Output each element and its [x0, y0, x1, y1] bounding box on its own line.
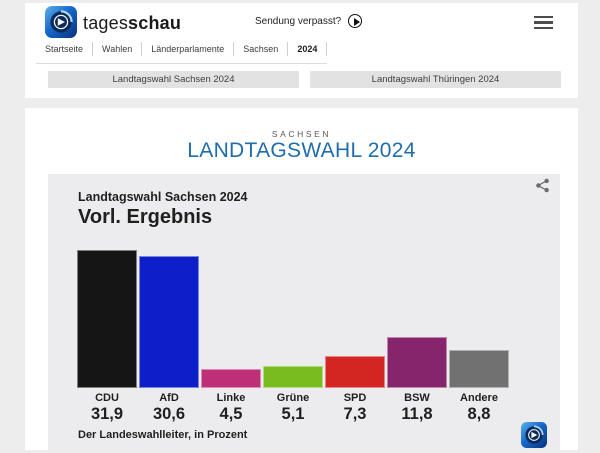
tagesschau-globe-icon[interactable]	[45, 6, 77, 38]
bar-label-afd: AfD 30,6	[139, 392, 199, 424]
nav-button-thueringen[interactable]: Landtagswahl Thüringen 2024	[310, 71, 561, 88]
party-name: BSW	[404, 392, 430, 404]
party-value: 8,8	[467, 405, 491, 423]
brand-bold: schau	[128, 13, 182, 33]
page-title: LANDTAGSWAHL 2024	[187, 139, 416, 162]
party-value: 5,1	[281, 405, 305, 423]
bar-label-grüne: Grüne 5,1	[263, 392, 323, 424]
party-name: AfD	[159, 392, 179, 404]
breadcrumb-item-sachsen[interactable]: Sachsen	[234, 42, 289, 56]
breadcrumb-item-wahlen[interactable]: Wahlen	[93, 42, 143, 56]
nav-button-sachsen[interactable]: Landtagswahl Sachsen 2024	[48, 71, 299, 88]
bar-linke	[201, 369, 261, 388]
breadcrumb-item-länderparlamente[interactable]: Länderparlamente	[142, 42, 235, 56]
bar-chart-labels: CDU 31,9 AfD 30,6 Linke 4,5 Grüne 5,1 SPD 7,3 BSW 1…	[77, 392, 509, 424]
main-card: SACHSEN LANDTAGSWAHL 2024 Landtagswahl S…	[25, 108, 578, 450]
play-circle-icon	[348, 14, 363, 28]
header-card: tagesschau Sendung verpasst? Startseite W…	[25, 3, 578, 98]
party-value: 30,6	[152, 405, 186, 423]
bar-label-cdu: CDU 31,9	[77, 392, 137, 424]
breadcrumb-item-2024: 2024	[288, 42, 328, 56]
party-value: 31,9	[90, 405, 124, 423]
brand-wordmark[interactable]: tagesschau	[83, 13, 181, 34]
party-name: Linke	[216, 392, 246, 404]
bar-bsw	[387, 337, 447, 388]
bar-label-linke: Linke 4,5	[201, 392, 261, 424]
bar-label-spd: SPD 7,3	[325, 392, 385, 424]
breadcrumb: Startseite Wahlen Länderparlamente Sachsen 2…	[36, 42, 328, 64]
hamburger-icon[interactable]	[534, 16, 553, 32]
chart-subtitle: Landtagswahl Sachsen 2024	[78, 190, 248, 204]
party-value: 4,5	[219, 405, 243, 423]
party-value: 7,3	[343, 405, 367, 423]
brand-regular: tages	[83, 13, 129, 33]
bar-label-andere: Andere 8,8	[449, 392, 509, 424]
party-value: 11,8	[401, 405, 433, 423]
region-kicker: SACHSEN	[271, 129, 332, 139]
party-name: Grüne	[276, 392, 310, 404]
result-chart-panel: Landtagswahl Sachsen 2024 Vorl. Ergebnis…	[48, 174, 560, 450]
bar-grüne	[263, 366, 323, 388]
share-icon[interactable]	[535, 178, 551, 194]
bar-andere	[449, 350, 509, 388]
bar-spd	[325, 356, 385, 388]
party-name: CDU	[95, 392, 119, 404]
party-name: Andere	[460, 392, 498, 404]
bar-afd	[139, 256, 199, 388]
chart-source: Der Landeswahlleiter, in Prozent	[78, 429, 248, 441]
chart-title: Vorl. Ergebnis	[78, 206, 213, 228]
party-name: SPD	[343, 392, 367, 404]
breadcrumb-item-startseite[interactable]: Startseite	[36, 42, 94, 56]
tagesschau-globe-icon[interactable]	[521, 422, 547, 448]
sendung-verpasst-label: Sendung verpasst?	[255, 15, 342, 27]
bar-cdu	[77, 250, 137, 388]
bar-chart	[77, 249, 509, 388]
sendung-verpasst-link[interactable]: Sendung verpasst?	[255, 14, 363, 28]
bar-label-bsw: BSW 11,8	[387, 392, 447, 424]
